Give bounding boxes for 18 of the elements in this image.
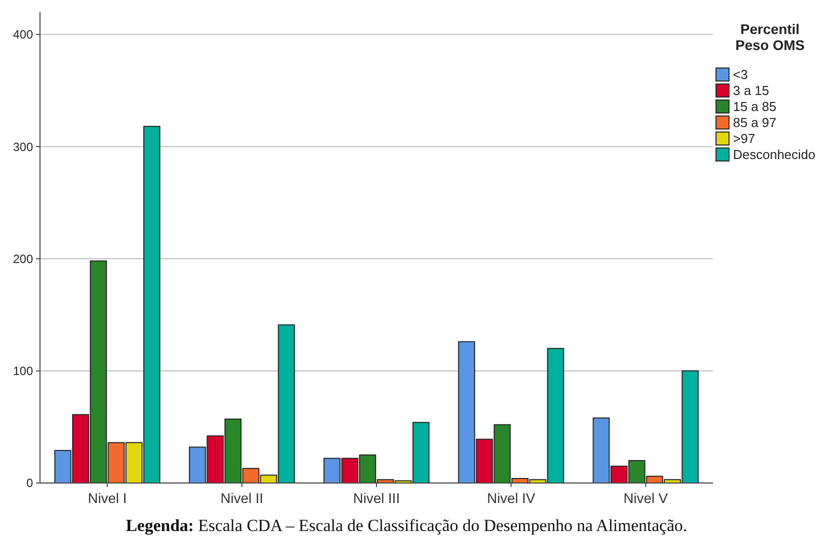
legend-label: >97 — [733, 131, 756, 146]
x-tick-label: Nivel I — [88, 490, 127, 506]
y-tick-label: 300 — [12, 140, 34, 154]
x-tick-label: Nivel III — [353, 490, 400, 506]
y-tick-label: 100 — [12, 364, 34, 378]
legend-title: Percentil Peso OMS — [735, 21, 805, 53]
legend-label: <3 — [733, 67, 748, 82]
text: Legenda: Escala CDA – Escala de Classificação do Desempenho na Alimentação. — [126, 516, 688, 535]
y-tick-label: 200 — [12, 252, 34, 266]
x-tick-label: Nivel II — [220, 490, 264, 506]
legend-label: 85 a 97 — [733, 115, 776, 130]
legend-label: 3 a 15 — [733, 83, 770, 98]
legend-label: Desconhecido — [733, 147, 816, 162]
x-tick-label: Nivel V — [624, 490, 669, 506]
y-tick-label: 400 — [12, 28, 34, 42]
y-tick-label: 0 — [26, 476, 34, 490]
x-tick-label: Nivel IV — [486, 490, 536, 506]
legend-label: 15 a 85 — [733, 99, 776, 114]
